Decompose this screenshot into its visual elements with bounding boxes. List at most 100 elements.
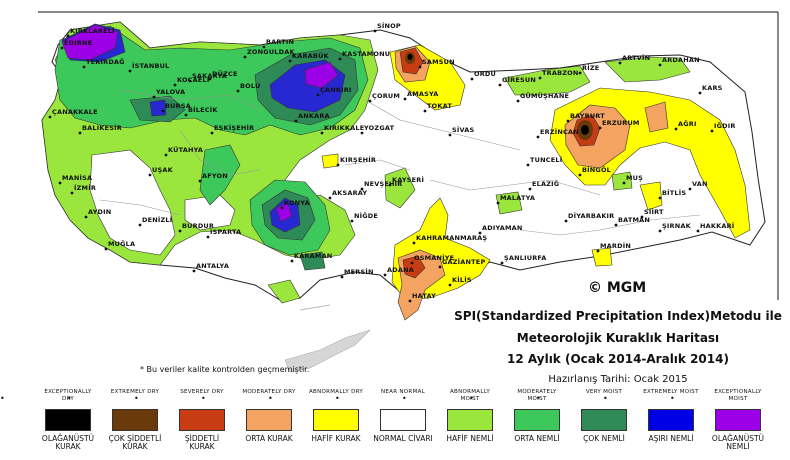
city-label-agri: AĞRI <box>678 119 697 128</box>
legend-item: EXCEPTIONALLY DRY OLAĞANÜSTÜ KURAK <box>38 389 98 451</box>
city-marker-artvin <box>618 61 622 65</box>
city-marker-kastamonu <box>338 57 342 61</box>
city-marker-kutahya <box>164 153 168 157</box>
city-marker-malatya <box>496 201 500 205</box>
city-marker-kilis <box>448 283 452 287</box>
city-marker-bayburt <box>566 119 570 123</box>
legend-swatch <box>715 409 761 431</box>
city-marker-bursa <box>161 109 165 113</box>
city-label-istanbul: İSTANBUL <box>132 61 169 70</box>
city-marker-kirklareli <box>66 34 70 38</box>
legend-bullet: • <box>670 394 675 403</box>
city-label-sinop: SİNOP <box>377 21 401 30</box>
legend-item: EXCEPTIONALLY MOIST OLAĞANÜSTÜ NEMLİ <box>708 389 768 451</box>
legend-bullet: • <box>0 394 5 403</box>
city-label-samsun: SAMSUN <box>422 58 455 66</box>
legend-swatch <box>648 409 694 431</box>
legend-swatch <box>380 409 426 431</box>
legend-swatch <box>514 409 560 431</box>
legend-turkish-label: NORMAL CİVARI <box>373 434 433 443</box>
zone-extremely-moist-bursa <box>149 99 167 117</box>
city-label-kutahya: KÜTAHYA <box>168 145 203 154</box>
zone-abnormally-dry-mardin <box>591 247 613 267</box>
legend-english-label: ABNORMALLY DRY <box>308 389 364 395</box>
preparation-date: Hazırlanış Tarihi: Ocak 2015 <box>548 374 688 385</box>
city-label-burdur: BURDUR <box>182 222 214 230</box>
city-label-giresun: GİRESUN <box>502 75 536 84</box>
city-marker-adiyaman <box>478 231 482 235</box>
city-marker-giresun <box>498 83 502 87</box>
city-marker-mardin <box>596 249 600 253</box>
city-marker-izmir <box>70 191 74 195</box>
city-marker-duzce <box>208 77 212 81</box>
city-label-edirne: EDİRNE <box>64 38 92 47</box>
city-label-bingol: BİNGÖL <box>582 165 611 174</box>
city-marker-agri <box>674 127 678 131</box>
city-label-aksaray: AKSARAY <box>332 189 367 197</box>
city-marker-mugla <box>104 247 108 251</box>
city-marker-yalova <box>152 95 156 99</box>
map-title: SPI(Standardized Precipitation Index)Met… <box>454 309 782 323</box>
zone-abnormally-moist-kayseri <box>384 167 416 209</box>
legend-bullet: • <box>201 394 206 403</box>
city-marker-burdur <box>178 229 182 233</box>
city-label-tokat: TOKAT <box>427 102 452 110</box>
city-marker-karabuk <box>288 59 292 63</box>
city-marker-tokat <box>423 109 427 113</box>
city-marker-kirikkale <box>320 131 324 135</box>
city-marker-van <box>688 187 692 191</box>
city-label-mersin: MERSİN <box>344 267 374 276</box>
legend-item: MODERATELY MOIST ORTA NEMLİ <box>507 389 567 443</box>
legend-swatch <box>447 409 493 431</box>
legend-english-label: VERY MOIST <box>585 389 623 395</box>
zone-abnormally-dry-bitlis <box>639 181 663 211</box>
city-label-eskisehir: ESKİŞEHİR <box>214 123 254 132</box>
quality-note: * Bu veriler kalite kontrolden geçmemişt… <box>140 365 310 374</box>
legend-item: MODERATELY DRY ORTA KURAK <box>239 389 299 443</box>
city-marker-hatay <box>408 299 412 303</box>
city-marker-samsun <box>418 65 422 69</box>
city-label-van: VAN <box>692 180 708 188</box>
city-marker-bolu <box>236 89 240 93</box>
city-label-batman: BATMAN <box>618 216 650 224</box>
legend-swatch <box>313 409 359 431</box>
city-marker-rize <box>578 71 582 75</box>
city-marker-antalya <box>192 269 196 273</box>
city-marker-gumushane <box>516 99 520 103</box>
city-label-kirsehir: KIRŞEHİR <box>340 155 376 164</box>
city-label-aydin: AYDIN <box>88 208 111 216</box>
city-label-konya: KONYA <box>284 199 310 207</box>
city-label-amasya: AMASYA <box>407 90 439 98</box>
city-label-elazig: ELAZIĞ <box>532 179 559 188</box>
map-legend: EXCEPTIONALLY DRY OLAĞANÜSTÜ KURAK EXTREME… <box>38 389 778 459</box>
city-label-canakkale: ÇANAKKALE <box>52 108 98 116</box>
city-marker-batman <box>614 223 618 227</box>
city-label-mugla: MUĞLA <box>108 239 135 248</box>
legend-english-label: MODERATELY MOIST <box>517 389 557 402</box>
city-label-usak: UŞAK <box>152 166 174 174</box>
city-label-manisa: MANİSA <box>62 173 92 182</box>
legend-english-label: EXTREMELY MOIST <box>643 389 699 395</box>
city-marker-istanbul <box>128 69 132 73</box>
city-marker-siirt <box>640 215 644 219</box>
legend-bullet: • <box>335 394 340 403</box>
city-marker-mus <box>622 181 626 185</box>
city-marker-karaman <box>290 259 294 263</box>
city-label-artvin: ARTVİN <box>622 53 650 62</box>
city-marker-nevsehir <box>360 187 364 191</box>
legend-english-label: EXCEPTIONALLY MOIST <box>714 389 762 402</box>
city-label-erzurum: ERZURUM <box>602 119 640 127</box>
legend-turkish-label: ORTA NEMLİ <box>514 434 560 443</box>
legend-bullet: • <box>402 394 407 403</box>
city-marker-corum <box>368 99 372 103</box>
legend-swatch <box>45 409 91 431</box>
city-label-kayseri: KAYSERİ <box>392 175 424 184</box>
city-marker-zonguldak <box>243 55 247 59</box>
city-label-yozgat: YOZGAT <box>363 124 395 132</box>
legend-turkish-label: AŞIRI NEMLİ <box>648 434 694 443</box>
city-marker-sinop <box>373 29 377 33</box>
zone-abnormally-dry-kirsehir <box>321 153 339 169</box>
legend-turkish-label: ORTA KURAK <box>245 434 293 443</box>
city-label-isparta: ISPARTA <box>210 228 241 236</box>
